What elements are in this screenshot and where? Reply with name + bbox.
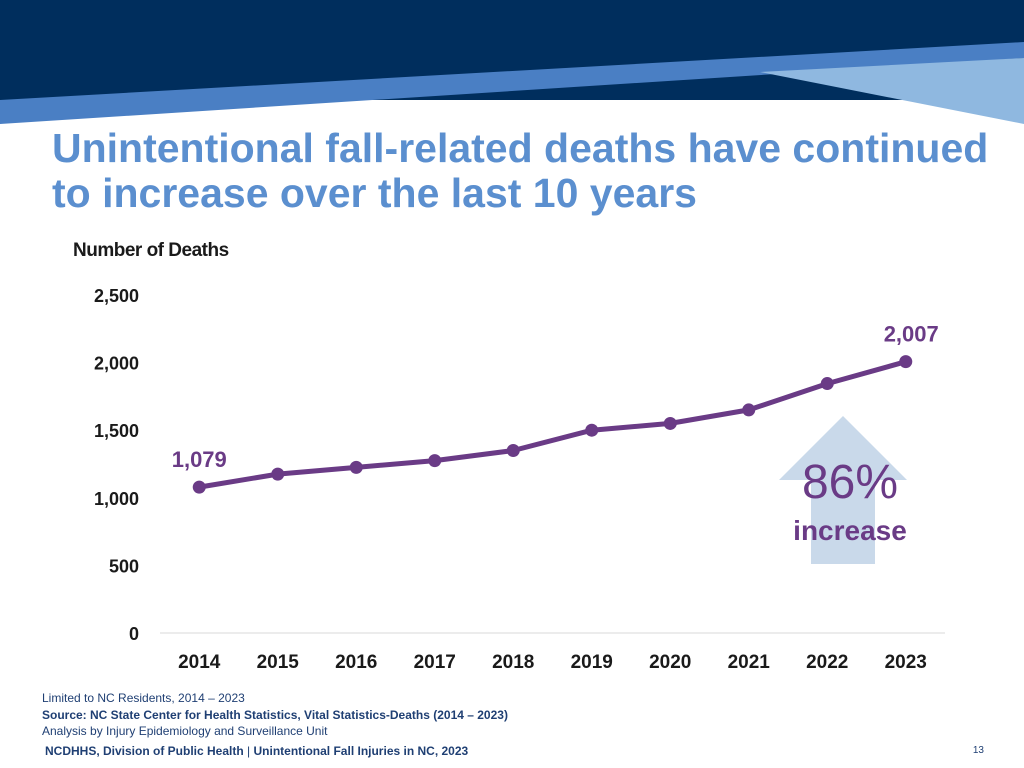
- page-number: 13: [972, 745, 984, 756]
- up-arrow-icon: [779, 416, 907, 564]
- slide-title: Unintentional fall-related deaths have c…: [52, 125, 989, 216]
- data-point: [663, 416, 677, 430]
- footnote-source: Source: NC State Center for Health Stati…: [42, 708, 508, 722]
- report-name: Unintentional Fall Injuries in NC, 2023: [253, 744, 469, 758]
- increase-percent: 86%: [801, 456, 899, 509]
- data-point: [271, 467, 285, 481]
- data-point: [428, 454, 442, 468]
- y-tick-label: 1,000: [94, 489, 139, 509]
- x-tick-label: 2015: [257, 652, 300, 673]
- data-point: [899, 355, 913, 369]
- x-tick-label: 2016: [335, 652, 377, 673]
- data-point: [585, 423, 599, 437]
- x-tick-label: 2022: [806, 652, 848, 673]
- org-separator: |: [243, 744, 254, 758]
- data-point: [349, 460, 363, 474]
- x-tick-label: 2023: [885, 652, 927, 673]
- header-banner: [0, 0, 1024, 124]
- x-tick-label: 2018: [492, 652, 534, 673]
- x-tick-label: 2017: [414, 652, 456, 673]
- y-tick-label: 2,500: [94, 286, 139, 306]
- x-tick-label: 2020: [649, 652, 691, 673]
- footnote-analysis: Analysis by Injury Epidemiology and Surv…: [42, 724, 328, 738]
- series-line: [196, 359, 909, 490]
- footnote-limit: Limited to NC Residents, 2014 – 2023: [42, 691, 245, 705]
- data-point: [742, 403, 756, 417]
- increase-label: increase: [793, 515, 907, 546]
- x-tick-label: 2019: [571, 652, 613, 673]
- org-name: NCDHHS, Division of Public Health: [45, 744, 244, 758]
- data-point: [192, 480, 206, 494]
- data-labels: 1,079 2,007: [172, 322, 939, 472]
- y-tick-label: 500: [109, 556, 139, 576]
- x-tick-label: 2021: [728, 652, 771, 673]
- data-point: [506, 443, 520, 457]
- data-label: 1,079: [172, 447, 227, 472]
- y-axis-label: Number of Deaths: [73, 240, 229, 261]
- data-point: [820, 377, 834, 391]
- data-label: 2,007: [884, 322, 939, 347]
- y-ticks: 0 500 1,000 1,500 2,000 2,500: [94, 286, 139, 644]
- organization-footer: NCDHHS, Division of Public Health | Unin…: [45, 744, 468, 758]
- x-ticks: 2014 2015 2016 2017 2018 2019 2020 2021 2022 2023: [178, 652, 927, 673]
- data-points: [192, 355, 913, 494]
- y-tick-label: 2,000: [94, 354, 139, 374]
- y-tick-label: 0: [129, 624, 139, 644]
- x-tick-label: 2014: [178, 652, 221, 673]
- y-tick-label: 1,500: [94, 421, 139, 441]
